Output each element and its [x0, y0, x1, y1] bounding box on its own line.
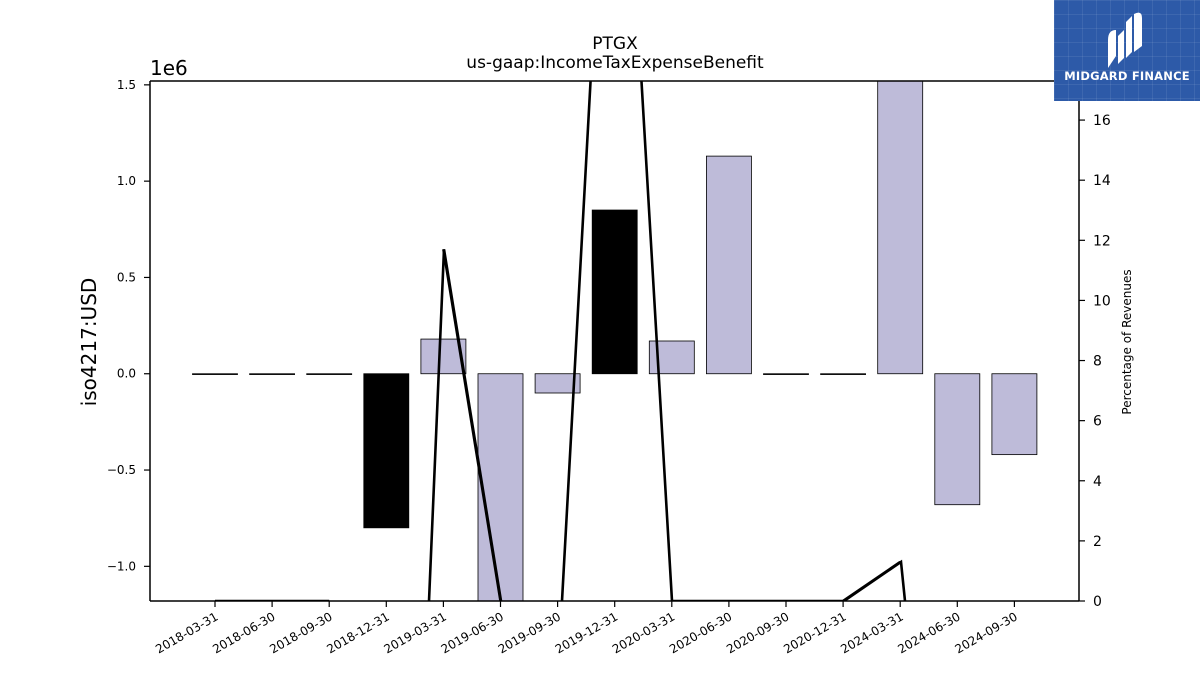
chart-subtitle: us-gaap:IncomeTaxExpenseBenefit	[466, 53, 764, 73]
y2-axis-label: Percentage of Revenues	[1120, 269, 1134, 414]
bars-group	[192, 81, 1038, 601]
x-tick-label: 2019-03-31	[381, 609, 448, 656]
x-tick-label: 2018-12-31	[324, 609, 391, 656]
y-tick-label: −0.5	[107, 463, 136, 477]
y2-tick-label: 8	[1093, 354, 1102, 370]
y-tick-label: 1.0	[117, 174, 136, 188]
bar-2019-09-30	[534, 373, 581, 394]
y2-tick-label: 6	[1093, 414, 1102, 430]
x-tick-label: 2019-06-30	[439, 609, 506, 656]
y2-tick-label: 16	[1093, 113, 1111, 129]
x-tick-label: 2020-12-31	[781, 609, 848, 656]
y-tick-label: 1.5	[117, 78, 136, 92]
x-tick-label: 2024-09-30	[952, 609, 1019, 656]
y-axis-label: iso4217:USD	[77, 278, 101, 407]
percentage-line-bump	[843, 559, 907, 601]
logo-text: MIDGARD FINANCE	[1064, 69, 1190, 83]
y2-tick-label: 4	[1093, 474, 1102, 490]
x-tick-label: 2020-06-30	[667, 609, 734, 656]
percentage-line-spike	[560, 81, 674, 601]
midgard-finance-logo: MIDGARD FINANCE	[1054, 0, 1200, 101]
x-tick-label: 2019-09-30	[496, 609, 563, 656]
bar-2024-06-30	[934, 373, 981, 506]
bar-2024-09-30	[991, 373, 1038, 456]
y2-tick-label: 10	[1093, 293, 1111, 309]
bar-2020-06-30	[706, 155, 752, 375]
y-tick-label: 0.5	[117, 270, 136, 284]
bar-2019-06-30	[477, 373, 524, 601]
bar-2020-09-30	[763, 373, 809, 375]
y-tick-label: 0.0	[117, 367, 136, 381]
bar-2018-09-30	[306, 373, 353, 375]
x-tick-label: 2018-09-30	[267, 609, 334, 656]
bar-2018-06-30	[249, 373, 296, 375]
x-tick-label: 2020-09-30	[724, 609, 791, 656]
percentage-line-peak	[427, 249, 503, 601]
bar-2018-12-31	[363, 373, 410, 529]
y-offset-label: 1e6	[150, 56, 188, 80]
x-tick-label: 2018-03-31	[153, 609, 220, 656]
x-tick-label: 2018-06-30	[210, 609, 277, 656]
midgard-logo-icon	[1108, 12, 1142, 68]
x-tick-label: 2024-06-30	[895, 609, 962, 656]
bar-2019-12-31	[591, 209, 638, 375]
percentage-line-segment	[671, 560, 901, 601]
y-tick-label: −1.0	[107, 559, 136, 573]
bar-2018-03-31	[192, 373, 238, 375]
x-tick-label: 2024-03-31	[838, 609, 905, 656]
line-group	[215, 81, 907, 601]
y2-tick-label: 14	[1093, 173, 1111, 189]
y2-tick-label: 2	[1093, 534, 1102, 550]
x-tick-label: 2019-12-31	[553, 609, 620, 656]
chart-title: PTGX	[592, 34, 638, 54]
bar-2020-12-31	[820, 373, 866, 375]
bar-2024-03-31	[877, 81, 924, 375]
y2-tick-label: 12	[1093, 233, 1111, 249]
y2-tick-label: 0	[1093, 594, 1102, 610]
x-tick-label: 2020-03-31	[610, 609, 677, 656]
